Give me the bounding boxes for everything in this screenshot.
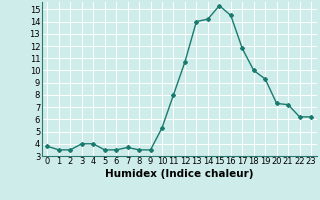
X-axis label: Humidex (Indice chaleur): Humidex (Indice chaleur) [105, 169, 253, 179]
